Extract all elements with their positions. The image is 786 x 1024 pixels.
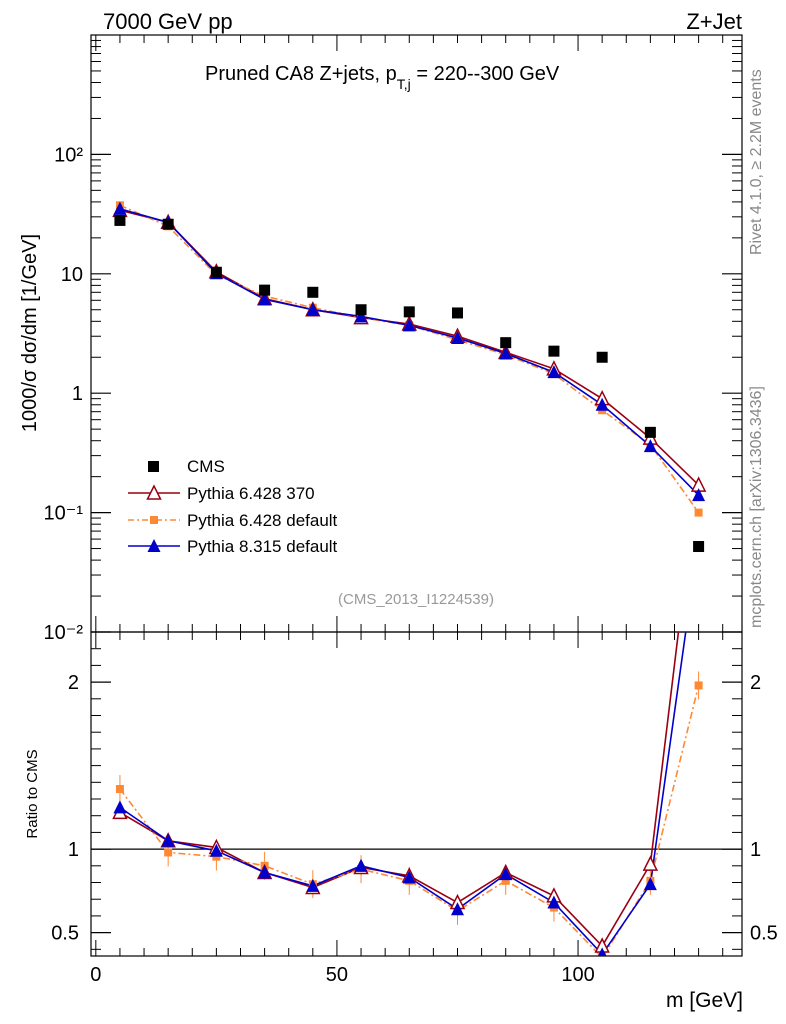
main-cms-point — [210, 266, 222, 278]
ratio-pythia-8-315-default-point — [547, 895, 561, 909]
main-axis-ticks — [91, 35, 742, 633]
main-y-tick-label: 10⁻² — [44, 622, 84, 644]
x-tick-label: 0 — [90, 964, 101, 986]
energy-label: 7000 GeV pp — [103, 9, 233, 34]
ratio-pythia-8-315-default-point — [354, 858, 368, 872]
main-cms-point — [162, 218, 174, 230]
main-y-tick-label: 10 — [61, 264, 83, 286]
ratio-pythia-8-315-default-point — [597, 947, 607, 956]
ratio-pythia-8-315-default-point — [643, 877, 657, 891]
x-tick-label: 100 — [561, 964, 594, 986]
main-y-tick-label: 1 — [72, 383, 83, 405]
main-y-tick-label: 10⁻¹ — [44, 503, 84, 525]
main-plot-panel: 10⁻² 10⁻¹ 1 10 10² Pruned CA8 Z+jets, pT,j =… — [19, 34, 743, 644]
main-pythia-8-315-default-point — [450, 330, 464, 344]
main-y-axis-label: 1000/σ dσ/dm [1/GeV] — [19, 234, 41, 432]
main-pythia-8-315-default-point — [692, 488, 706, 502]
main-cms-point — [548, 345, 560, 357]
main-cms-point — [403, 306, 415, 318]
legend-entry-pythia6-370: Pythia 6.428 370 — [128, 484, 315, 503]
main-cms-point — [114, 214, 126, 226]
ratio-pythia-6-428-default-point — [694, 681, 703, 690]
ratio-pythia-6-428-default-point — [164, 848, 173, 857]
main-cms-point — [451, 307, 463, 319]
legend-marker-cms — [148, 461, 159, 472]
main-pythia-8-315-default-point — [547, 365, 561, 379]
main-pythia-8-315-default-point — [402, 318, 416, 332]
main-pythia-8-315-default-point — [113, 201, 127, 215]
main-y-tick-labels: 10⁻² 10⁻¹ 1 10 10² — [44, 144, 84, 644]
process-label: Z+Jet — [686, 9, 742, 34]
ratio-y-tick-labels: 0.5 0.5 1 1 2 2 — [51, 672, 778, 945]
main-cms-point — [693, 541, 705, 553]
legend-marker-pythia6-default — [150, 516, 158, 524]
main-pythia-8-315-default-point — [595, 397, 609, 411]
ratio-pythia-8-315-default-point — [450, 902, 464, 916]
main-pythia-8-315-default-point — [354, 309, 368, 323]
ratio-y-tick-label-right: 0.5 — [750, 923, 778, 945]
analysis-label: (CMS_2013_I1224539) — [338, 591, 494, 608]
ratio-y-tick-label-right: 2 — [750, 672, 761, 694]
ratio-pythia-6-428-default-line — [119, 685, 700, 956]
ratio-pythia-8-315-default-point — [402, 870, 416, 884]
x-tick-labels: 0 50 100 — [90, 964, 594, 986]
plot-title: Pruned CA8 Z+jets, pT,j = 220--300 GeV — [205, 63, 560, 92]
main-cms-point — [307, 286, 319, 298]
ratio-pythia-8-315-default-point — [306, 878, 320, 892]
ratio-data-layer — [91, 632, 742, 956]
ratio-pythia-8-315-default-point — [499, 867, 513, 881]
main-y-tick-label: 10² — [54, 144, 83, 166]
ratio-pythia-6-428-default-point — [115, 784, 124, 793]
ratio-pythia-8-315-default-point — [113, 800, 127, 814]
legend: CMS Pythia 6.428 370 Pythia 6.428 defaul… — [128, 457, 338, 556]
ratio-y-tick-label-left: 2 — [68, 672, 79, 694]
plot-title-subscript: T,j — [397, 76, 411, 92]
ratio-axis-ticks — [91, 632, 742, 956]
x-axis-label: m [GeV] — [666, 989, 743, 1012]
main-pythia-6-428-default-point — [694, 508, 703, 517]
ratio-plot-frame — [90, 631, 743, 957]
legend-label-cms: CMS — [187, 457, 225, 476]
ratio-y-tick-label-right: 1 — [750, 839, 761, 861]
main-pythia-8-315-default-point — [643, 439, 657, 453]
main-cms-point — [355, 304, 367, 316]
main-pythia-6-428-370-line — [119, 209, 700, 486]
ratio-pythia-8-315-default-point — [258, 865, 272, 879]
ratio-y-axis-label: Ratio to CMS — [24, 749, 41, 838]
ratio-pythia-8-315-default-point — [209, 843, 223, 857]
main-pythia-8-315-default-point — [499, 346, 513, 360]
main-data-layer — [112, 201, 707, 553]
main-cms-point — [596, 351, 608, 363]
x-tick-label: 50 — [326, 964, 348, 986]
legend-label-pythia6-370: Pythia 6.428 370 — [187, 484, 315, 503]
legend-entry-pythia6-default: Pythia 6.428 default — [128, 511, 338, 530]
main-pythia-8-315-default-line — [119, 208, 700, 496]
rivet-version-label: Rivet 4.1.0, ≥ 2.2M events — [748, 69, 765, 255]
ratio-pythia-6-428-370-point — [642, 855, 659, 871]
ratio-pythia-6-428-default-point — [501, 876, 510, 885]
legend-marker-pythia6-370 — [146, 484, 162, 500]
main-pythia-8-315-default-point — [306, 302, 320, 316]
legend-entry-pythia8: Pythia 8.315 default — [128, 537, 338, 556]
ratio-plot-panel: 0.5 0.5 1 1 2 2 0 50 100 Ratio to CMS m [GeV] — [24, 631, 778, 1012]
ratio-y-tick-label-left: 0.5 — [51, 923, 79, 945]
legend-label-pythia6-default: Pythia 6.428 default — [187, 511, 338, 530]
legend-entry-cms: CMS — [148, 457, 225, 476]
main-cms-point — [500, 337, 512, 349]
plot-title-main: Pruned CA8 Z+jets, p — [205, 63, 397, 85]
mcplots-label: mcplots.cern.ch [arXiv:1306.3436] — [748, 386, 765, 628]
main-cms-point — [644, 426, 656, 438]
plot-title-tail: = 220--300 GeV — [411, 63, 560, 85]
ratio-pythia-8-315-default-point — [161, 833, 175, 847]
legend-label-pythia8: Pythia 8.315 default — [187, 537, 338, 556]
ratio-y-tick-label-left: 1 — [68, 839, 79, 861]
legend-marker-pythia8 — [147, 539, 161, 552]
main-cms-point — [259, 284, 271, 296]
main-pythia-8-315-default-point — [258, 292, 272, 306]
